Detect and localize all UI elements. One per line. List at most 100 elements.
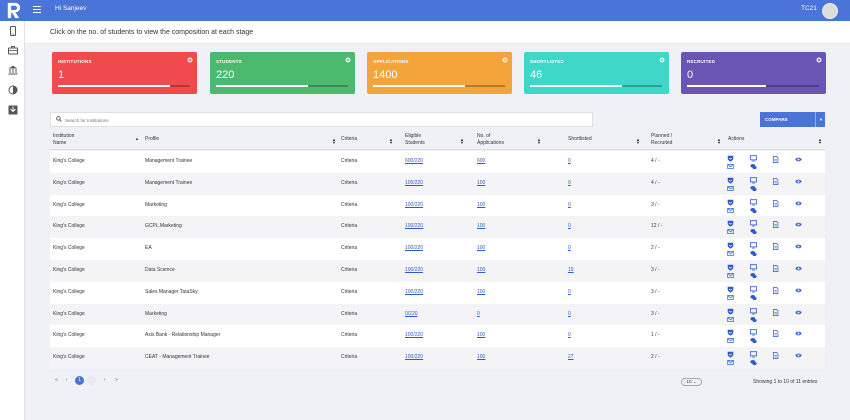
- document-icon[interactable]: [772, 243, 779, 251]
- cell-shortlisted-link[interactable]: 0: [568, 158, 571, 164]
- document-icon[interactable]: [772, 352, 779, 360]
- cell-applications-link[interactable]: 100: [477, 288, 486, 295]
- shield-icon[interactable]: [727, 351, 734, 358]
- cell-applications-link[interactable]: 100: [477, 223, 486, 230]
- document-icon[interactable]: [772, 199, 779, 207]
- cell-shortlisted-link[interactable]: 0: [568, 310, 571, 317]
- header-planned[interactable]: Planned / Recruited: [651, 129, 672, 150]
- mobile-icon[interactable]: [8, 26, 18, 36]
- view-icon[interactable]: [795, 243, 802, 250]
- cell-shortlisted-link[interactable]: 0: [568, 288, 571, 295]
- mail-icon[interactable]: [727, 316, 734, 323]
- cell-applications-link[interactable]: 600: [477, 158, 486, 164]
- chevron-down-icon[interactable]: ▼: [819, 117, 823, 122]
- document-icon[interactable]: [772, 156, 779, 163]
- page-number-current[interactable]: 1: [75, 376, 84, 385]
- search-box[interactable]: [50, 112, 593, 127]
- header-profile[interactable]: Profile: [145, 136, 160, 143]
- shield-icon[interactable]: [727, 220, 734, 228]
- header-applications[interactable]: No. of Applications: [477, 129, 504, 150]
- cell-applications-link[interactable]: 100: [477, 267, 486, 273]
- cell-shortlisted-link[interactable]: 0: [568, 332, 571, 339]
- avatar[interactable]: [822, 3, 838, 19]
- monitor-icon[interactable]: [749, 264, 758, 271]
- shield-icon[interactable]: [727, 264, 734, 271]
- contrast-icon[interactable]: [8, 85, 18, 95]
- cell-eligible-link[interactable]: 0/220: [405, 310, 418, 317]
- cell-shortlisted-link[interactable]: 0: [568, 179, 571, 186]
- monitor-icon[interactable]: [749, 198, 758, 206]
- cell-eligible-link[interactable]: 100/220: [405, 332, 424, 339]
- stat-card-shortlisted[interactable]: SHORTLISTED 46: [524, 52, 669, 94]
- inbox-icon[interactable]: [8, 105, 18, 115]
- document-icon[interactable]: [772, 221, 779, 229]
- view-icon[interactable]: [795, 156, 802, 163]
- settings-icon[interactable]: [659, 57, 665, 63]
- view-icon[interactable]: [795, 330, 802, 337]
- sort-icon[interactable]: ▲ ▼: [818, 137, 822, 145]
- document-icon[interactable]: [772, 308, 779, 316]
- cell-eligible-link[interactable]: 100/220: [405, 288, 424, 295]
- cell-eligible-link[interactable]: 100/220: [405, 201, 424, 208]
- chat-icon[interactable]: [750, 294, 757, 301]
- settings-icon[interactable]: [187, 57, 193, 63]
- chat-icon[interactable]: [750, 359, 757, 366]
- view-icon[interactable]: [795, 221, 802, 228]
- stat-card-recruited[interactable]: RECRUITED 0: [681, 52, 826, 94]
- view-icon[interactable]: [795, 287, 802, 294]
- shield-icon[interactable]: [727, 199, 734, 206]
- document-icon[interactable]: [772, 265, 779, 272]
- cell-eligible-link[interactable]: 100/220: [405, 223, 424, 230]
- document-icon[interactable]: [772, 286, 779, 294]
- shield-icon[interactable]: [727, 242, 734, 249]
- sort-icon[interactable]: ▲ ▼: [332, 137, 336, 145]
- shield-icon[interactable]: [727, 155, 734, 162]
- cell-shortlisted-link[interactable]: 19: [568, 267, 574, 273]
- header-shortlisted[interactable]: Shortlisted: [568, 136, 592, 143]
- mail-icon[interactable]: [727, 359, 734, 366]
- chat-icon[interactable]: [750, 185, 757, 192]
- chat-icon[interactable]: [750, 250, 757, 257]
- view-icon[interactable]: [795, 352, 802, 359]
- mail-icon[interactable]: [727, 228, 734, 235]
- cell-applications-link[interactable]: 100: [477, 332, 486, 339]
- mail-icon[interactable]: [727, 337, 734, 344]
- cell-eligible-link[interactable]: 100/220: [405, 179, 424, 186]
- sort-icon[interactable]: ▲ ▼: [389, 137, 393, 145]
- mail-icon[interactable]: [727, 185, 734, 192]
- cell-shortlisted-link[interactable]: 0: [568, 223, 571, 230]
- app-logo-icon[interactable]: [4, 1, 23, 20]
- cell-applications-link[interactable]: 100: [477, 354, 486, 361]
- cell-applications-link[interactable]: 100: [477, 179, 486, 186]
- mail-icon[interactable]: [727, 207, 734, 214]
- cell-eligible-link[interactable]: 600/220: [405, 158, 424, 164]
- stat-card-applications[interactable]: APPLICATIONS 1400: [367, 52, 512, 94]
- chat-icon[interactable]: [750, 207, 757, 214]
- stat-card-students[interactable]: STUDENTS 220: [210, 52, 355, 94]
- search-input[interactable]: [65, 115, 465, 125]
- monitor-icon[interactable]: [749, 307, 758, 315]
- briefcase-icon[interactable]: [8, 45, 18, 55]
- shield-icon[interactable]: [727, 329, 734, 337]
- monitor-icon[interactable]: [749, 177, 758, 184]
- chat-icon[interactable]: [750, 316, 757, 323]
- shield-icon[interactable]: [727, 286, 734, 293]
- mail-icon[interactable]: [727, 250, 734, 257]
- header-eligible[interactable]: Eligible Students: [405, 129, 425, 150]
- monitor-icon[interactable]: [749, 242, 758, 249]
- monitor-icon[interactable]: [749, 286, 758, 293]
- chat-icon[interactable]: [750, 272, 757, 279]
- chat-icon[interactable]: [750, 163, 757, 170]
- sort-icon[interactable]: ▲ ▼: [537, 137, 541, 145]
- menu-icon[interactable]: [33, 6, 41, 13]
- cell-shortlisted-link[interactable]: 0: [568, 201, 571, 208]
- monitor-icon[interactable]: [749, 351, 758, 358]
- shield-icon[interactable]: [727, 177, 734, 184]
- settings-icon[interactable]: [345, 57, 351, 63]
- chat-icon[interactable]: [750, 228, 757, 235]
- sort-asc-icon[interactable]: ▲: [135, 136, 139, 141]
- cell-shortlisted-link[interactable]: 27: [568, 354, 574, 361]
- compare-button[interactable]: COMPARE ▼: [760, 112, 825, 127]
- header-criteria[interactable]: Criteria: [341, 136, 358, 143]
- cell-applications-link[interactable]: 0: [477, 310, 480, 317]
